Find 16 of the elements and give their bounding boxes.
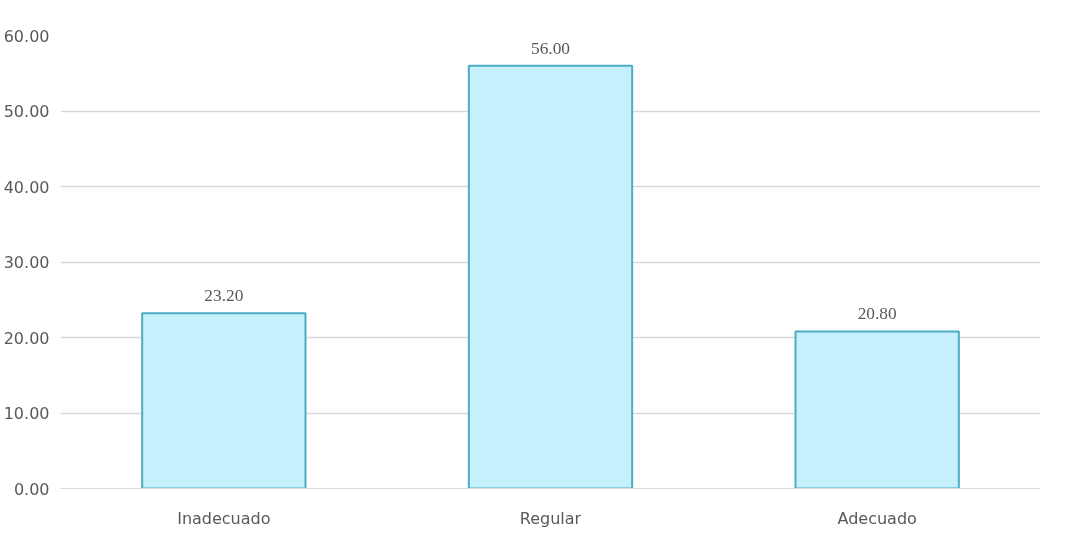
x-tick-label: Adecuado (837, 508, 917, 528)
y-tick-label: 10.00 (3, 404, 50, 423)
y-tick-label: 60.00 (3, 26, 50, 46)
y-tick-label: 0.00 (13, 479, 50, 499)
bar (141, 312, 307, 489)
y-tick-label: 20.00 (3, 328, 50, 348)
data-label: 23.20 (204, 286, 244, 306)
x-tick-label: Regular (519, 508, 582, 528)
y-tick-label: 30.00 (3, 253, 50, 272)
data-label: 20.80 (857, 304, 897, 324)
bar (794, 330, 960, 489)
y-tick-label: 50.00 (3, 102, 50, 121)
data-label: 56.00 (531, 38, 571, 58)
bar (467, 64, 634, 489)
x-tick-label: Inadecuado (177, 508, 271, 528)
y-tick-label: 40.00 (3, 177, 50, 197)
